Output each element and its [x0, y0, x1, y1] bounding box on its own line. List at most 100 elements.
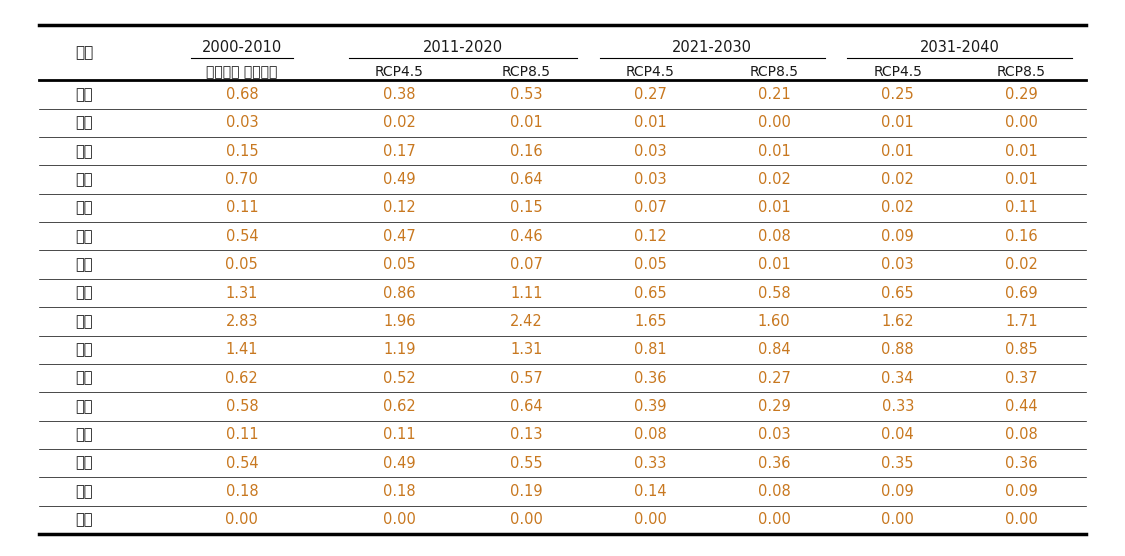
Text: 0.13: 0.13: [511, 428, 542, 442]
Text: 0.49: 0.49: [382, 456, 416, 470]
Text: 1.19: 1.19: [384, 342, 415, 357]
Text: 0.25: 0.25: [881, 87, 915, 102]
Text: 0.21: 0.21: [757, 87, 791, 102]
Text: 1.41: 1.41: [226, 342, 258, 357]
Text: 0.34: 0.34: [882, 371, 914, 385]
Text: 2031-2040: 2031-2040: [920, 40, 1000, 54]
Text: 서울: 서울: [75, 87, 93, 102]
Text: 0.84: 0.84: [757, 342, 790, 357]
Text: 0.03: 0.03: [882, 257, 914, 272]
Text: 2000-2010: 2000-2010: [201, 40, 282, 54]
Text: RCP4.5: RCP4.5: [375, 65, 424, 80]
Text: 2021-2030: 2021-2030: [672, 40, 753, 54]
Text: 대구: 대구: [75, 144, 93, 158]
Text: 1.96: 1.96: [384, 314, 415, 329]
Text: RCP4.5: RCP4.5: [626, 65, 675, 80]
Text: 0.17: 0.17: [382, 144, 416, 158]
Text: 부산: 부산: [75, 116, 93, 130]
Text: 0.27: 0.27: [757, 371, 791, 385]
Text: 0.07: 0.07: [510, 257, 543, 272]
Text: 0.65: 0.65: [882, 286, 914, 300]
Text: 0.70: 0.70: [225, 172, 259, 187]
Text: 0.01: 0.01: [1005, 144, 1038, 158]
Text: 0.44: 0.44: [1006, 399, 1038, 414]
Text: 0.00: 0.00: [382, 513, 416, 527]
Text: 0.05: 0.05: [382, 257, 416, 272]
Text: 1.60: 1.60: [757, 314, 790, 329]
Text: 0.65: 0.65: [634, 286, 666, 300]
Text: 0.88: 0.88: [882, 342, 914, 357]
Text: 0.18: 0.18: [225, 484, 259, 499]
Text: 0.53: 0.53: [511, 87, 542, 102]
Text: 2.42: 2.42: [510, 314, 543, 329]
Text: 0.64: 0.64: [511, 399, 543, 414]
Text: 0.00: 0.00: [1005, 513, 1038, 527]
Text: 0.01: 0.01: [757, 257, 791, 272]
Text: 1.71: 1.71: [1006, 314, 1038, 329]
Text: 경북: 경북: [75, 456, 93, 470]
Text: RCP8.5: RCP8.5: [997, 65, 1046, 80]
Text: 0.00: 0.00: [1005, 116, 1038, 130]
Text: 0.69: 0.69: [1006, 286, 1038, 300]
Text: 0.08: 0.08: [1005, 428, 1038, 442]
Text: 0.64: 0.64: [511, 172, 543, 187]
Text: 0.54: 0.54: [225, 456, 259, 470]
Text: 광주: 광주: [75, 201, 93, 215]
Text: 0.01: 0.01: [881, 144, 915, 158]
Text: 0.01: 0.01: [1005, 172, 1038, 187]
Text: 0.02: 0.02: [881, 172, 915, 187]
Text: 2011-2020: 2011-2020: [423, 40, 503, 54]
Text: 제주: 제주: [75, 513, 93, 527]
Text: 0.37: 0.37: [1006, 371, 1038, 385]
Text: 전남: 전남: [75, 428, 93, 442]
Text: 0.00: 0.00: [510, 513, 543, 527]
Text: 1.31: 1.31: [226, 286, 258, 300]
Text: 0.58: 0.58: [757, 286, 790, 300]
Text: 0.29: 0.29: [1005, 87, 1038, 102]
Text: 0.27: 0.27: [633, 87, 667, 102]
Text: RCP4.5: RCP4.5: [873, 65, 922, 80]
Text: 0.36: 0.36: [758, 456, 790, 470]
Text: 0.52: 0.52: [382, 371, 416, 385]
Text: 0.09: 0.09: [1005, 484, 1038, 499]
Text: 0.54: 0.54: [225, 229, 259, 244]
Text: 0.00: 0.00: [633, 513, 667, 527]
Text: 0.68: 0.68: [225, 87, 259, 102]
Text: 0.16: 0.16: [1006, 229, 1038, 244]
Text: 0.00: 0.00: [757, 116, 791, 130]
Text: 0.62: 0.62: [225, 371, 259, 385]
Text: 0.55: 0.55: [511, 456, 543, 470]
Text: 0.29: 0.29: [757, 399, 791, 414]
Text: 0.16: 0.16: [511, 144, 543, 158]
Text: 0.15: 0.15: [511, 201, 543, 215]
Text: 0.49: 0.49: [382, 172, 416, 187]
Text: 0.11: 0.11: [225, 428, 259, 442]
Text: 0.03: 0.03: [757, 428, 790, 442]
Text: 1.65: 1.65: [634, 314, 666, 329]
Text: 0.09: 0.09: [881, 229, 915, 244]
Text: 0.01: 0.01: [633, 116, 667, 130]
Text: 0.02: 0.02: [881, 201, 915, 215]
Text: 전북: 전북: [75, 399, 93, 414]
Text: 0.08: 0.08: [633, 428, 667, 442]
Text: 울산: 울산: [75, 257, 93, 272]
Text: 0.86: 0.86: [382, 286, 416, 300]
Text: 0.05: 0.05: [633, 257, 667, 272]
Text: 0.01: 0.01: [757, 201, 791, 215]
Text: 지역: 지역: [75, 45, 93, 60]
Text: 0.58: 0.58: [225, 399, 259, 414]
Text: 0.01: 0.01: [757, 144, 791, 158]
Text: 0.01: 0.01: [881, 116, 915, 130]
Text: 0.09: 0.09: [881, 484, 915, 499]
Text: 0.81: 0.81: [634, 342, 666, 357]
Text: 0.18: 0.18: [382, 484, 416, 499]
Text: 0.12: 0.12: [633, 229, 667, 244]
Text: 0.11: 0.11: [1006, 201, 1038, 215]
Text: 1.31: 1.31: [511, 342, 542, 357]
Text: 0.04: 0.04: [881, 428, 915, 442]
Text: 0.07: 0.07: [633, 201, 667, 215]
Text: 0.38: 0.38: [384, 87, 415, 102]
Text: 대전: 대전: [75, 229, 93, 244]
Text: 1.11: 1.11: [511, 286, 542, 300]
Text: 현수준의 기상자료: 현수준의 기상자료: [206, 65, 278, 80]
